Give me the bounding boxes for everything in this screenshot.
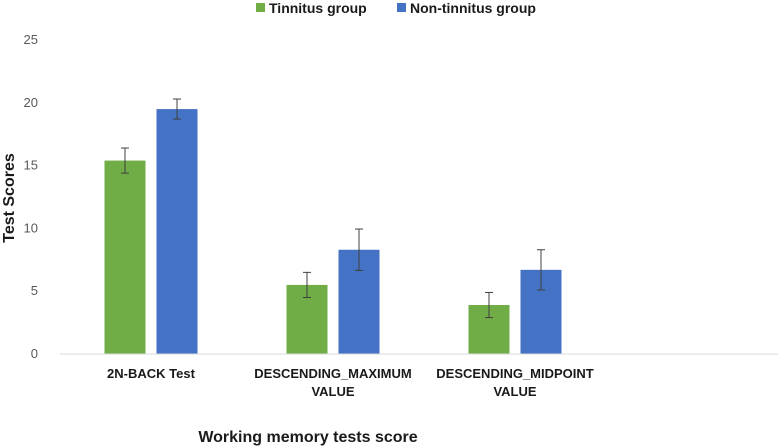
x-tick-label: DESCENDING_MAXIMUM VALUE bbox=[254, 366, 411, 399]
legend-label: Non-tinnitus group bbox=[410, 0, 536, 16]
legend-label: Tinnitus group bbox=[269, 0, 367, 16]
error-bar bbox=[355, 228, 363, 271]
bars bbox=[104, 98, 562, 354]
x-axis: 2N-BACK Test DESCENDING_MAXIMUM VALUE DESCE… bbox=[60, 353, 778, 399]
error-bar bbox=[485, 291, 493, 319]
y-axis-title: Test Scores bbox=[1, 153, 18, 243]
y-tick-label: 10 bbox=[24, 220, 38, 235]
y-tick-label: 5 bbox=[31, 283, 38, 298]
x-tick-label: DESCENDING_MIDPOINT VALUE bbox=[436, 366, 594, 399]
y-tick-label: 0 bbox=[31, 346, 38, 361]
y-axis: 0 5 10 15 20 25 bbox=[24, 32, 38, 361]
y-tick-label: 25 bbox=[24, 32, 38, 47]
bar-tinnitus-group-1 bbox=[104, 160, 146, 354]
error-bar bbox=[303, 271, 311, 298]
legend-swatch bbox=[256, 3, 265, 12]
y-tick-label: 20 bbox=[24, 95, 38, 110]
legend-swatch bbox=[397, 3, 406, 12]
legend: Tinnitus group Non-tinnitus group bbox=[256, 0, 536, 16]
bar-non-tinnitus-group-1 bbox=[156, 109, 198, 354]
legend-item: Tinnitus group bbox=[256, 0, 367, 16]
legend-item: Non-tinnitus group bbox=[397, 0, 536, 16]
y-tick-label: 15 bbox=[24, 158, 38, 173]
error-bar bbox=[173, 98, 181, 120]
error-bar bbox=[121, 147, 129, 174]
error-bar bbox=[537, 249, 545, 291]
x-axis-title: Working memory tests score bbox=[198, 429, 417, 446]
x-tick-label: 2N-BACK Test bbox=[107, 366, 196, 381]
